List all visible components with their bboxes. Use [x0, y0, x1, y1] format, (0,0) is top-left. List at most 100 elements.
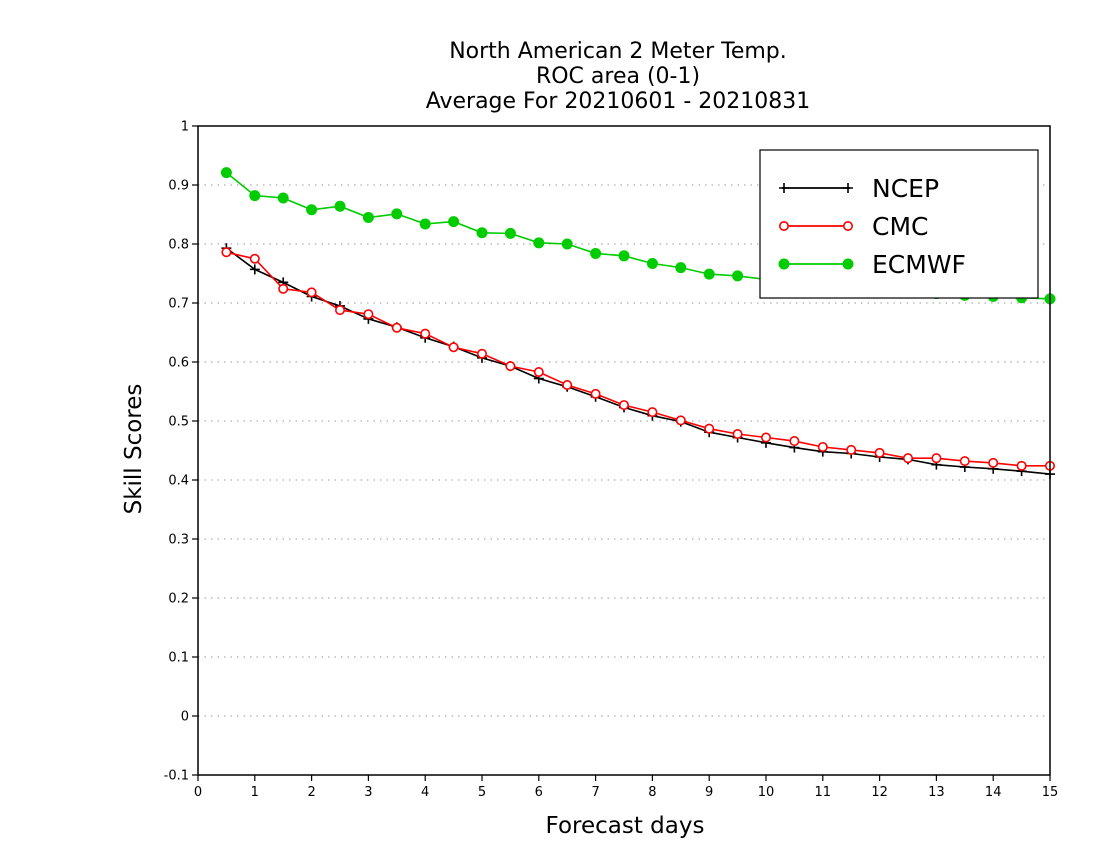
data-point [505, 361, 516, 372]
series-line [225, 247, 1051, 475]
y-axis: -0.1 0 0.1 0.2 0.3 0.4 0.5 0.6 0.7 0.8 0.9 1 [164, 120, 198, 784]
y-tick-label: 0.5 [168, 415, 189, 430]
chart-title-line-2: ROC area (0-1) [536, 64, 700, 89]
data-point [533, 367, 544, 378]
data-point [779, 183, 789, 193]
data-point [778, 221, 789, 232]
x-tick-label: 11 [815, 785, 832, 800]
series-cmc [221, 247, 1056, 471]
data-point [732, 270, 744, 282]
chart-title-line-1: North American 2 Meter Temp. [449, 39, 787, 64]
data-point [249, 253, 260, 264]
data-point [306, 287, 317, 298]
data-point [703, 268, 715, 280]
y-tick-label: 0.6 [168, 356, 189, 371]
data-point [590, 247, 602, 259]
data-point [334, 200, 346, 212]
data-point [448, 216, 460, 228]
data-point [590, 388, 601, 399]
y-tick-label: 0.1 [168, 651, 189, 666]
data-point [448, 342, 459, 353]
y-tick-label: 0.3 [168, 533, 189, 548]
y-tick-label: 0.4 [168, 474, 189, 489]
data-point [874, 447, 885, 458]
x-tick-label: 1 [251, 785, 259, 800]
legend-item-ncep: NCEP [779, 174, 939, 203]
data-point [249, 264, 260, 275]
data-point [306, 204, 318, 216]
legend-label: CMC [872, 212, 928, 241]
x-tick-label: 5 [478, 785, 486, 800]
data-point [842, 221, 853, 232]
chart-title-line-3: Average For 20210601 - 20210831 [426, 89, 811, 114]
legend-box [759, 149, 1039, 299]
x-tick-label: 8 [648, 785, 656, 800]
x-tick-label: 3 [364, 785, 372, 800]
x-tick-label: 0 [194, 785, 202, 800]
data-point [959, 456, 970, 467]
data-point [817, 441, 828, 452]
data-point [778, 258, 790, 270]
data-point [561, 238, 573, 250]
data-point [789, 436, 800, 447]
legend-label: ECMWF [872, 250, 966, 279]
data-point [842, 258, 854, 270]
x-axis-title: Forecast days [546, 813, 705, 839]
x-tick-label: 14 [985, 785, 1002, 800]
data-point [533, 237, 545, 249]
data-point [704, 423, 715, 434]
data-point [988, 457, 999, 468]
data-point [420, 328, 431, 339]
data-point [760, 432, 771, 443]
y-tick-label: 1 [181, 120, 189, 135]
data-point [504, 227, 516, 239]
data-point [334, 305, 345, 316]
x-tick-label: 10 [758, 785, 775, 800]
data-point [419, 218, 431, 230]
y-tick-label: 0.9 [168, 179, 189, 194]
y-tick-label: 0.7 [168, 297, 189, 312]
data-point [220, 167, 232, 179]
data-point [562, 380, 573, 391]
y-tick-label: 0 [181, 710, 189, 725]
data-point [363, 309, 374, 320]
plot-frame [197, 125, 1051, 776]
data-point [931, 453, 942, 464]
data-point [278, 283, 289, 294]
legend-item-cmc: CMC [778, 212, 928, 241]
data-point [277, 192, 289, 204]
legend-item-ecmwf: ECMWF [778, 250, 966, 279]
x-tick-label: 15 [1042, 785, 1059, 800]
data-point [647, 407, 658, 418]
legend: NCEP CMC ECMWF [759, 149, 1039, 299]
x-axis: 0 1 2 3 4 5 6 7 8 9 10 11 12 13 14 15 [194, 775, 1058, 800]
data-point [675, 262, 687, 274]
data-point [618, 400, 629, 411]
data-point [249, 190, 261, 202]
y-axis-title: Skill Scores [121, 384, 147, 515]
x-tick-label: 9 [705, 785, 713, 800]
data-point [391, 208, 403, 220]
x-tick-label: 7 [591, 785, 599, 800]
x-tick-label: 6 [535, 785, 543, 800]
data-point [902, 453, 913, 464]
data-point [1016, 460, 1027, 471]
x-tick-label: 12 [871, 785, 888, 800]
data-point [391, 322, 402, 333]
y-tick-label: -0.1 [164, 769, 189, 784]
data-point [843, 183, 853, 193]
data-point [846, 444, 857, 455]
x-tick-label: 4 [421, 785, 429, 800]
y-tick-label: 0.2 [168, 592, 189, 607]
data-point [646, 257, 658, 269]
x-tick-label: 2 [307, 785, 315, 800]
y-tick-label: 0.8 [168, 238, 189, 253]
data-point [476, 348, 487, 359]
x-tick-label: 13 [928, 785, 945, 800]
data-point [675, 415, 686, 426]
data-point [362, 211, 374, 223]
chart-title: North American 2 Meter Temp. ROC area (0… [426, 39, 811, 114]
data-point [221, 247, 232, 258]
data-point [476, 227, 488, 239]
